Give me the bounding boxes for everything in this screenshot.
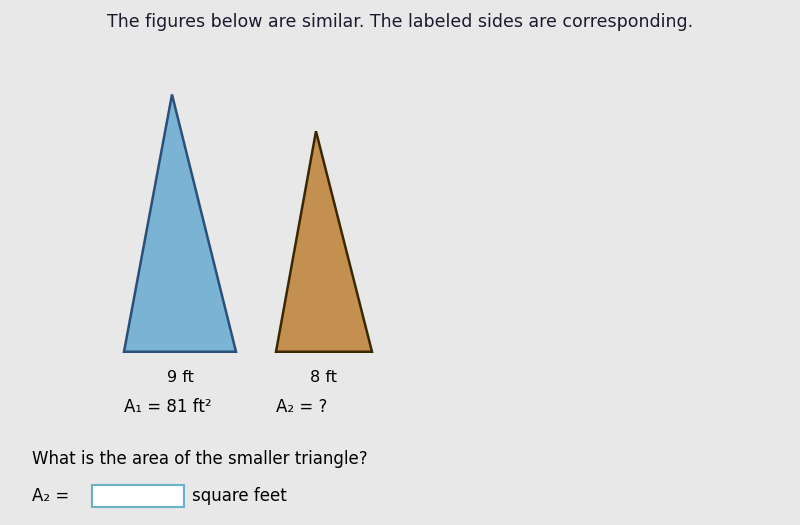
- Text: The figures below are similar. The labeled sides are corresponding.: The figures below are similar. The label…: [107, 13, 693, 31]
- Polygon shape: [124, 94, 236, 352]
- FancyBboxPatch shape: [92, 485, 184, 507]
- Text: A₁ = 81 ft²: A₁ = 81 ft²: [124, 398, 212, 416]
- Text: square feet: square feet: [192, 487, 286, 505]
- Text: A₂ = ?: A₂ = ?: [276, 398, 327, 416]
- Text: A₂ =: A₂ =: [32, 487, 70, 505]
- Polygon shape: [276, 131, 372, 352]
- Text: 9 ft: 9 ft: [166, 370, 194, 385]
- Text: What is the area of the smaller triangle?: What is the area of the smaller triangle…: [32, 450, 368, 468]
- Text: 8 ft: 8 ft: [310, 370, 338, 385]
